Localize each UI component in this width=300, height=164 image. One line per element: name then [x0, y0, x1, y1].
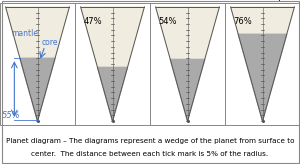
Text: 54%: 54% — [159, 17, 177, 26]
Polygon shape — [238, 34, 287, 121]
Text: Mars: Mars — [101, 0, 124, 2]
Polygon shape — [231, 7, 294, 121]
Text: 55%: 55% — [2, 111, 21, 120]
Text: core: core — [42, 38, 58, 47]
Polygon shape — [20, 58, 55, 121]
Text: Planet diagram – The diagrams represent a wedge of the planet from surface to: Planet diagram – The diagrams represent … — [6, 138, 294, 144]
Polygon shape — [156, 7, 219, 121]
Text: mantle: mantle — [11, 29, 38, 38]
Text: 47%: 47% — [84, 17, 102, 26]
Polygon shape — [6, 7, 69, 121]
Text: 76%: 76% — [234, 17, 252, 26]
Text: Earth: Earth — [24, 0, 51, 2]
Polygon shape — [98, 67, 128, 121]
Polygon shape — [170, 59, 205, 121]
Text: center.  The distance between each tick mark is 5% of the radius.: center. The distance between each tick m… — [32, 151, 268, 157]
Text: Mercury: Mercury — [243, 0, 282, 2]
Text: Venus: Venus — [173, 0, 202, 2]
Polygon shape — [81, 7, 144, 121]
